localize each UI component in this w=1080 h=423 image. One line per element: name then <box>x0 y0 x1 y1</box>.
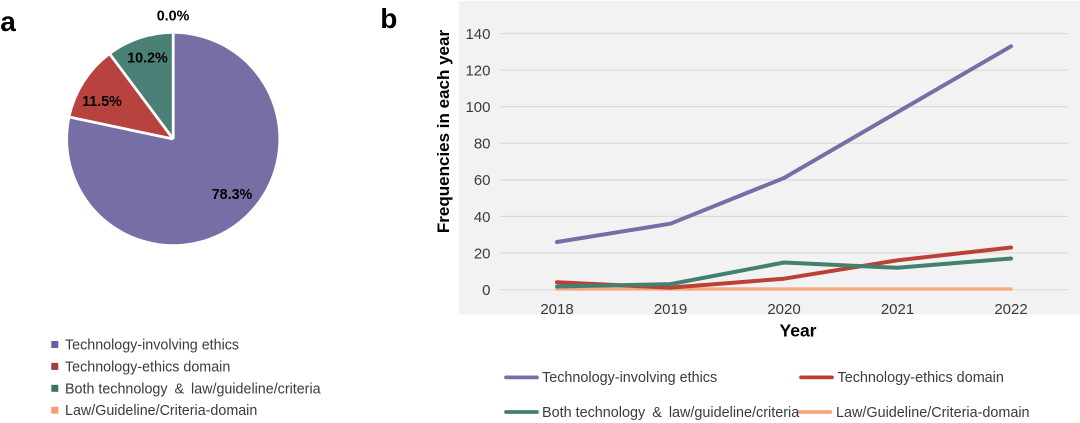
svg-text:Technology-ethics domain: Technology-ethics domain <box>838 370 1004 386</box>
svg-text:100: 100 <box>465 99 490 116</box>
svg-text:80: 80 <box>474 136 491 153</box>
svg-text:0.0%: 0.0% <box>157 9 190 25</box>
svg-text:78.3%: 78.3% <box>212 187 253 203</box>
svg-text:140: 140 <box>465 26 490 43</box>
svg-text:Technology-involving ethics: Technology-involving ethics <box>65 338 239 354</box>
svg-text:Both technology & law/guidelin: Both technology & law/guideline/criteria <box>542 405 799 421</box>
svg-text:2022: 2022 <box>994 301 1027 318</box>
svg-text:2018: 2018 <box>540 301 573 318</box>
svg-text:Technology-involving ethics: Technology-involving ethics <box>542 370 717 386</box>
svg-text:2021: 2021 <box>881 301 914 318</box>
svg-text:a: a <box>0 6 16 37</box>
svg-text:Both technology & law/guidelin: Both technology & law/guideline/criteria <box>65 381 321 397</box>
svg-text:Frequencies in each year: Frequencies in each year <box>434 30 453 234</box>
svg-text:11.5%: 11.5% <box>82 94 122 110</box>
svg-text:2020: 2020 <box>767 301 800 318</box>
svg-text:10.2%: 10.2% <box>127 50 168 66</box>
svg-text:Law/Guideline/Criteria-domain: Law/Guideline/Criteria-domain <box>836 405 1030 421</box>
svg-text:Law/Guideline/Criteria-domain: Law/Guideline/Criteria-domain <box>65 403 257 419</box>
svg-text:120: 120 <box>465 63 490 80</box>
svg-text:60: 60 <box>474 172 491 189</box>
svg-text:40: 40 <box>474 209 491 226</box>
svg-text:Technology-ethics domain: Technology-ethics domain <box>65 359 230 375</box>
svg-text:b: b <box>380 3 397 34</box>
svg-text:20: 20 <box>474 245 491 262</box>
svg-text:2019: 2019 <box>654 301 687 318</box>
svg-text:Year: Year <box>780 321 817 341</box>
svg-text:0: 0 <box>482 282 490 299</box>
